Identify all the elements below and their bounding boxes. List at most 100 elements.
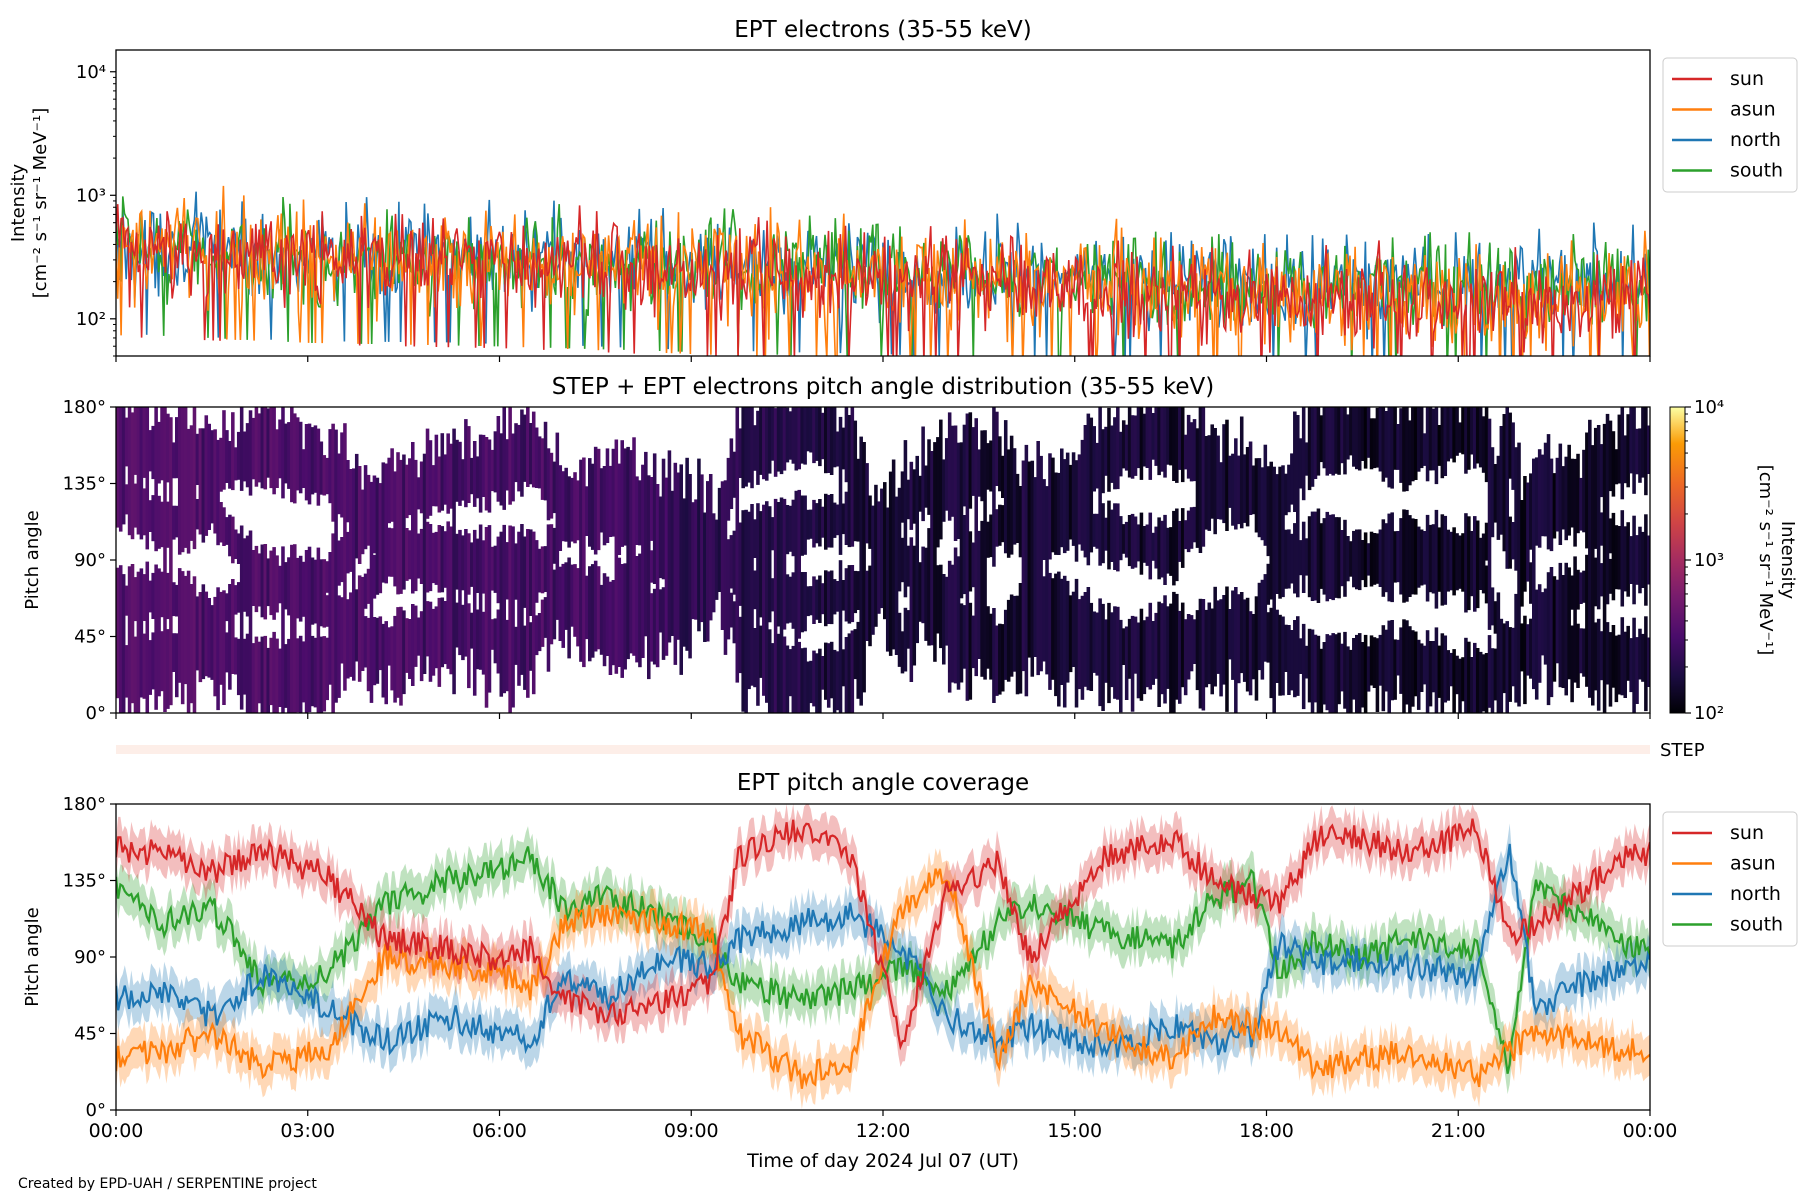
pad-heatmap-cell	[1346, 646, 1350, 713]
pad-heatmap-cell	[1593, 427, 1598, 549]
pad-heatmap-cell	[1001, 455, 1005, 498]
pad-heatmap-cell	[673, 462, 678, 665]
pad-heatmap-cell	[968, 412, 973, 509]
pad-heatmap-cell	[1434, 627, 1439, 713]
pad-heatmap-cell	[1534, 457, 1539, 546]
pad-heatmap-cell	[236, 533, 241, 564]
pad-heatmap-cell	[1561, 575, 1566, 688]
pad-heatmap-cell	[1384, 523, 1389, 593]
pad-heatmap-cell	[183, 407, 188, 548]
pad-y-axis: 0° 45° 90° 135° 180°	[63, 397, 116, 724]
time-x-tick-label: 00:00	[89, 1120, 144, 1142]
pad-heatmap-cell	[1543, 588, 1548, 665]
pad-heatmap-cell	[1431, 641, 1436, 693]
pad-heatmap-cell	[782, 407, 787, 471]
pad-heatmap-cell	[1065, 452, 1070, 551]
pad-heatmap-cell	[1473, 407, 1477, 469]
pad-heatmap-cell	[475, 456, 480, 499]
pad-heatmap-cell	[1287, 625, 1291, 695]
pad-heatmap-cell	[664, 477, 669, 656]
pad-heatmap-cell	[933, 442, 937, 662]
pad-heatmap-cell	[558, 465, 563, 551]
pad-heatmap-cell	[1298, 438, 1303, 489]
pad-heatmap-cell	[490, 546, 495, 591]
pad-heatmap-cell	[225, 593, 229, 622]
pad-heatmap-cell	[1213, 428, 1217, 535]
pad-heatmap-cell	[614, 439, 619, 674]
pad-heatmap-cell	[779, 497, 784, 713]
pad-heatmap-cell	[540, 599, 545, 647]
pad-heatmap-cell	[378, 483, 383, 594]
pad-heatmap-cell	[770, 517, 775, 551]
pad-heatmap-cell	[1272, 466, 1276, 713]
pad-heatmap-cell	[266, 647, 270, 713]
panel-coverage: EPT pitch angle coverage 0° 45° 90° 135° 180…	[22, 356, 1798, 1172]
pad-heatmap-cell	[1419, 529, 1424, 586]
pad-heatmap-cell	[1481, 416, 1486, 473]
pad-heatmap-cell	[806, 407, 810, 452]
intensity-y-tick-label: 10⁴	[76, 62, 106, 83]
pad-heatmap-cell	[1160, 520, 1164, 578]
pad-heatmap-cell	[1154, 526, 1158, 569]
pad-heatmap-cell	[478, 434, 483, 513]
pad-heatmap-cell	[1127, 618, 1132, 679]
pad-heatmap-cell	[1537, 584, 1542, 683]
pad-heatmap-cell	[838, 560, 843, 713]
pad-heatmap-cell	[1496, 592, 1501, 713]
pad-heatmap-cell	[1006, 599, 1011, 682]
pad-heatmap-cell	[759, 625, 763, 678]
pad-heatmap-cell	[1074, 578, 1079, 708]
pad-heatmap-cell	[558, 566, 563, 641]
pad-heatmap-cell	[593, 560, 598, 652]
pad-heatmap-cell	[756, 410, 760, 485]
pad-heatmap-cell	[971, 542, 976, 588]
pad-heatmap-cell	[1207, 602, 1212, 685]
pad-heatmap-cell	[753, 570, 757, 610]
pad-heatmap-cell	[1641, 531, 1645, 588]
pad-heatmap-cell	[437, 597, 442, 687]
pad-heatmap-cell	[1455, 407, 1459, 456]
pad-heatmap-cell	[260, 636, 265, 713]
pad-heatmap-cell	[1475, 520, 1480, 609]
pad-heatmap-cell	[1540, 592, 1545, 656]
pad-heatmap-cell	[1608, 518, 1613, 554]
pad-heatmap-cell	[1310, 407, 1315, 487]
pad-heatmap-cell	[788, 649, 793, 697]
pad-heatmap-cell	[741, 510, 745, 712]
pad-heatmap-cell	[738, 428, 742, 478]
pad-heatmap-cell	[644, 451, 648, 637]
pad-heatmap-cell	[608, 465, 613, 537]
pad-heatmap-cell	[1284, 473, 1288, 516]
pad-heatmap-cell	[1281, 616, 1285, 696]
pad-heatmap-cell	[806, 586, 810, 617]
pad-heatmap-cell	[1484, 407, 1489, 483]
pad-heatmap-cell	[776, 407, 781, 472]
pad-heatmap-cell	[703, 512, 707, 642]
pad-heatmap-cell	[269, 407, 273, 489]
pad-heatmap-cell	[357, 575, 362, 682]
colorbar	[1669, 406, 1686, 714]
pad-heatmap-cell	[824, 642, 828, 700]
pad-heatmap-cell	[177, 407, 182, 555]
pad-heatmap-cell	[1422, 645, 1427, 685]
pad-heatmap-cell	[1001, 624, 1005, 692]
pad-heatmap-cell	[405, 528, 409, 581]
coverage-y-tick-label: 0°	[86, 1100, 106, 1121]
coverage-y-label: Pitch angle	[22, 907, 43, 1006]
pad-heatmap-cell	[1593, 622, 1598, 691]
pad-heatmap-cell	[617, 557, 622, 667]
intensity-legend: sun asun north south	[1662, 57, 1798, 193]
pad-heatmap-cell	[735, 407, 740, 683]
pad-heatmap-cell	[284, 562, 288, 610]
pad-heatmap-cell	[1511, 422, 1515, 490]
pad-heatmap-cell	[1614, 525, 1619, 590]
pad-heatmap-cell	[1189, 615, 1194, 672]
pad-heatmap-cell	[1263, 574, 1268, 662]
pad-heatmap-cell	[517, 531, 521, 686]
pad-heatmap-cell	[346, 460, 350, 523]
pad-heatmap-cell	[245, 633, 250, 713]
pad-heatmap-cell	[1443, 407, 1448, 476]
coverage-legend-box	[1662, 811, 1798, 947]
pad-heatmap-cell	[481, 540, 486, 594]
pad-heatmap-cell	[1602, 423, 1607, 713]
